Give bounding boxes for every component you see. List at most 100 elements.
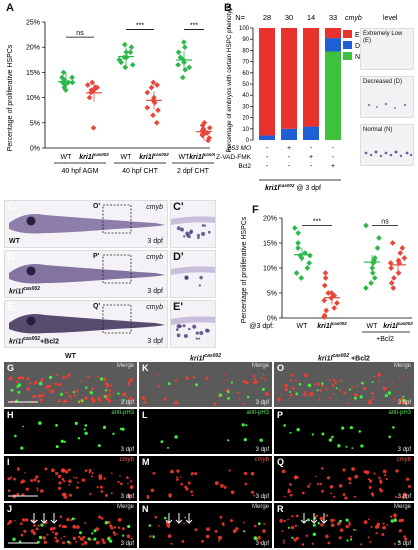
micro-col-title-bcl2-sup: cas002 bbox=[332, 353, 350, 359]
panel-label-a: A bbox=[6, 2, 14, 14]
panel-a-point bbox=[150, 112, 156, 119]
panel-b-ytick-label: 70 bbox=[242, 60, 249, 66]
panel-f-xlabel: kri1lcas002 bbox=[383, 321, 413, 330]
panel-b-legend-label: D bbox=[355, 43, 360, 50]
panel-b-row-val: + bbox=[287, 145, 291, 152]
panel-f-point bbox=[389, 240, 396, 246]
micro-age: 3 dpf bbox=[397, 400, 411, 406]
micro-age: 3 dpf bbox=[255, 494, 269, 500]
panel-f-point bbox=[391, 275, 397, 281]
panel-b-insets: Extremely Low (E) Decreased (D) Normal (… bbox=[360, 28, 414, 166]
panel-a-group-label: 40 hpf CHT bbox=[122, 168, 159, 175]
fish-genotype-sup: cas002 bbox=[23, 335, 41, 342]
panel-f-point bbox=[368, 280, 374, 286]
micro-signal bbox=[141, 373, 269, 406]
panel-b-bar-d bbox=[325, 38, 341, 52]
panel-b-bar-e bbox=[281, 28, 297, 129]
fish-genotype-sup: cas002 bbox=[23, 285, 41, 292]
panel-b-row-label: p53 MO bbox=[227, 145, 251, 152]
micro-channel-tag: Merge bbox=[251, 504, 269, 510]
micro-age: 3 dpf bbox=[255, 447, 269, 453]
fish-genotype: WT bbox=[9, 238, 20, 245]
panel-a-point bbox=[65, 79, 72, 86]
fish-zoom-d: D' bbox=[170, 250, 216, 298]
panel-f-point bbox=[374, 245, 381, 251]
micro-age: 3 dpf bbox=[397, 447, 411, 453]
panel-a-xlabel: WT bbox=[179, 154, 191, 161]
fish-panel-d: D P' cmyb 3 dpf kri1lcas002 bbox=[4, 250, 168, 298]
panel-a-point bbox=[151, 99, 158, 106]
inset-decreased-dots bbox=[367, 102, 407, 109]
panel-f-ytick-label: 0% bbox=[267, 316, 277, 323]
inset-normal-label: Normal (N) bbox=[363, 127, 393, 133]
fish-box-label: P' bbox=[93, 253, 100, 260]
fish-zoom-e: E' bbox=[170, 300, 216, 348]
fish-zoom-dots bbox=[171, 216, 215, 240]
panel-a-chart: Percentage of proliferative HSPCs 0% 5% 10… bbox=[7, 20, 215, 176]
panel-a-point bbox=[128, 44, 135, 51]
fish-panel-e: E Q' cmyb 3 dpf kri1lcas002+Bcl2 bbox=[4, 300, 168, 348]
panel-b-bar-d bbox=[303, 126, 319, 140]
panel-b-row-val: - bbox=[288, 154, 291, 161]
panel-label-d-prime: D' bbox=[173, 251, 184, 263]
micro-signal bbox=[146, 469, 255, 500]
panel-label-o: O bbox=[277, 363, 285, 373]
panel-f-point bbox=[376, 235, 382, 241]
fish-genotype-text: kri1l bbox=[9, 338, 24, 345]
panel-f-point bbox=[331, 305, 338, 311]
panel-a-point bbox=[122, 64, 129, 71]
inset-extremely-low: Extremely Low (E) bbox=[360, 28, 414, 70]
panel-label-g: G bbox=[7, 363, 15, 373]
micro-col-title-bcl2-text: kri1l bbox=[318, 355, 333, 363]
panel-f-point bbox=[401, 255, 408, 261]
panel-f-point bbox=[363, 222, 369, 229]
micro-col-title-wt-text: WT bbox=[65, 353, 76, 360]
panel-label-n: N bbox=[142, 504, 149, 514]
fish-body-d bbox=[9, 254, 165, 284]
panel-f-ytick-label: 15% bbox=[263, 241, 277, 248]
micro-channel-tag: anti-pH3 bbox=[111, 410, 134, 416]
panel-f-point bbox=[298, 275, 305, 281]
panel-f-sig: ns bbox=[381, 219, 389, 226]
panel-label-b: B bbox=[224, 2, 232, 14]
inset-normal: Normal (N) bbox=[360, 124, 414, 166]
panel-f-point bbox=[390, 285, 397, 291]
panel-b-bar-e bbox=[259, 28, 275, 136]
micro-channel-tag: cmyb bbox=[119, 457, 134, 463]
micro-channel-tag: anti-pH3 bbox=[388, 410, 411, 416]
micro-panel-j: J Merge 3 dpf bbox=[4, 503, 137, 548]
panel-f-xlabel: WT bbox=[297, 323, 309, 330]
micro-col-title-mut-text: kri1l bbox=[189, 355, 205, 363]
micro-signal bbox=[283, 424, 395, 449]
panel-b-n-count: 33 bbox=[329, 13, 337, 22]
fish-panel-c: C O' cmyb 3 dpf WT bbox=[4, 200, 168, 248]
panel-f-xlabel: WT bbox=[367, 323, 379, 330]
panel-a-sig: ns bbox=[76, 30, 84, 37]
panel-a-xlabel: WT bbox=[61, 154, 73, 161]
micro-signal bbox=[7, 513, 133, 546]
panel-f-point bbox=[321, 314, 328, 320]
fish-genotype: kri1lcas002 bbox=[9, 286, 40, 295]
panel-b-row-val: + bbox=[309, 154, 313, 161]
panel-b-ytick-label: 40 bbox=[242, 93, 249, 99]
panel-f-ytick-label: 20% bbox=[263, 216, 277, 223]
panel-label-k: K bbox=[142, 363, 149, 373]
panel-b-ylabel: Percentage of embryos with certain HSPC … bbox=[226, 3, 233, 153]
micro-signal bbox=[14, 421, 125, 450]
micro-panel-k: K Merge 3 dpf bbox=[139, 362, 272, 407]
panel-b-legend-label: E bbox=[355, 32, 360, 39]
panel-b-ytick-label: 50 bbox=[242, 82, 249, 88]
fish-zoom-dots bbox=[171, 266, 215, 287]
panel-label-r: R bbox=[277, 504, 284, 514]
panel-a-point bbox=[155, 107, 161, 114]
panel-label-p: P bbox=[277, 410, 284, 420]
panel-b-row-val: - bbox=[332, 145, 335, 152]
panel-f-point bbox=[325, 290, 332, 296]
micro-channel-tag: Merge bbox=[116, 504, 134, 510]
panel-a-point bbox=[121, 41, 128, 48]
fish-genotype-text: WT bbox=[9, 238, 20, 245]
panel-f-point bbox=[363, 285, 369, 291]
micro-signal bbox=[281, 467, 411, 500]
